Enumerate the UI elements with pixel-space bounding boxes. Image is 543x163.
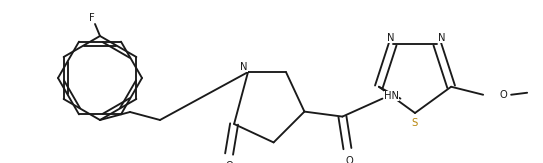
- Text: HN: HN: [384, 91, 400, 101]
- Text: N: N: [387, 33, 394, 43]
- Text: O: O: [499, 90, 507, 100]
- Text: O: O: [345, 156, 353, 163]
- Text: N: N: [240, 62, 248, 72]
- Text: N: N: [438, 33, 445, 43]
- Text: O: O: [225, 161, 233, 163]
- Text: S: S: [412, 118, 418, 128]
- Text: F: F: [89, 13, 95, 23]
